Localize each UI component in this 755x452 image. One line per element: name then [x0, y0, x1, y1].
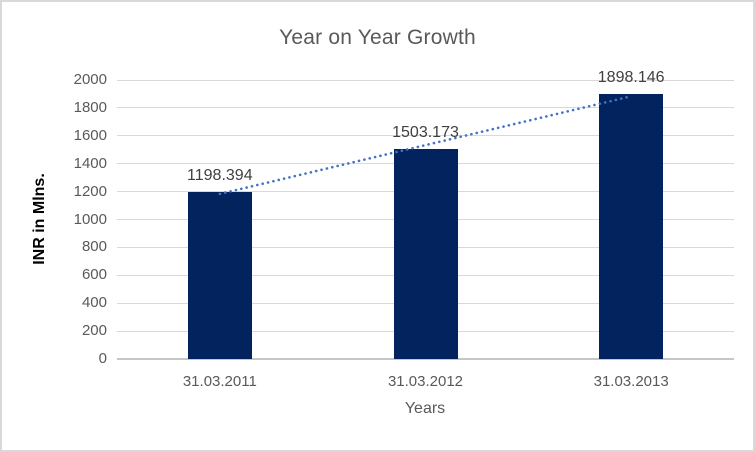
y-tick-label: 400: [81, 294, 107, 312]
y-tick-label: 0: [98, 350, 107, 367]
y-tick-label: 800: [81, 238, 107, 256]
x-axis-line: [117, 358, 734, 360]
y-tick-label: 200: [81, 322, 107, 340]
bar-31.03.2013: [599, 94, 664, 359]
data-label: 1198.394: [187, 166, 253, 184]
y-tick-label: 1000: [73, 210, 107, 228]
y-tick-label: 1200: [73, 182, 107, 200]
y-tick-label: 1400: [73, 154, 107, 172]
data-label: 1898.146: [597, 69, 665, 87]
y-tick-label: 600: [81, 266, 107, 284]
bar-31.03.2012: [393, 149, 458, 359]
x-tick-label: 31.03.2011: [182, 373, 257, 390]
y-tick-label: 2000: [73, 71, 107, 88]
y-tick-label: 1800: [73, 98, 107, 116]
y-tick-label: 1600: [73, 126, 107, 144]
x-tick-label: 31.03.2012: [387, 373, 464, 390]
data-label: 1503.173: [392, 124, 459, 142]
y-gridline: [117, 79, 734, 81]
bar-31.03.2011: [187, 191, 252, 359]
x-tick-label: 31.03.2013: [593, 373, 669, 390]
x-axis-title: Years: [404, 400, 446, 417]
chart-title: Year on Year Growth: [279, 26, 476, 49]
plot-area: [117, 79, 734, 360]
